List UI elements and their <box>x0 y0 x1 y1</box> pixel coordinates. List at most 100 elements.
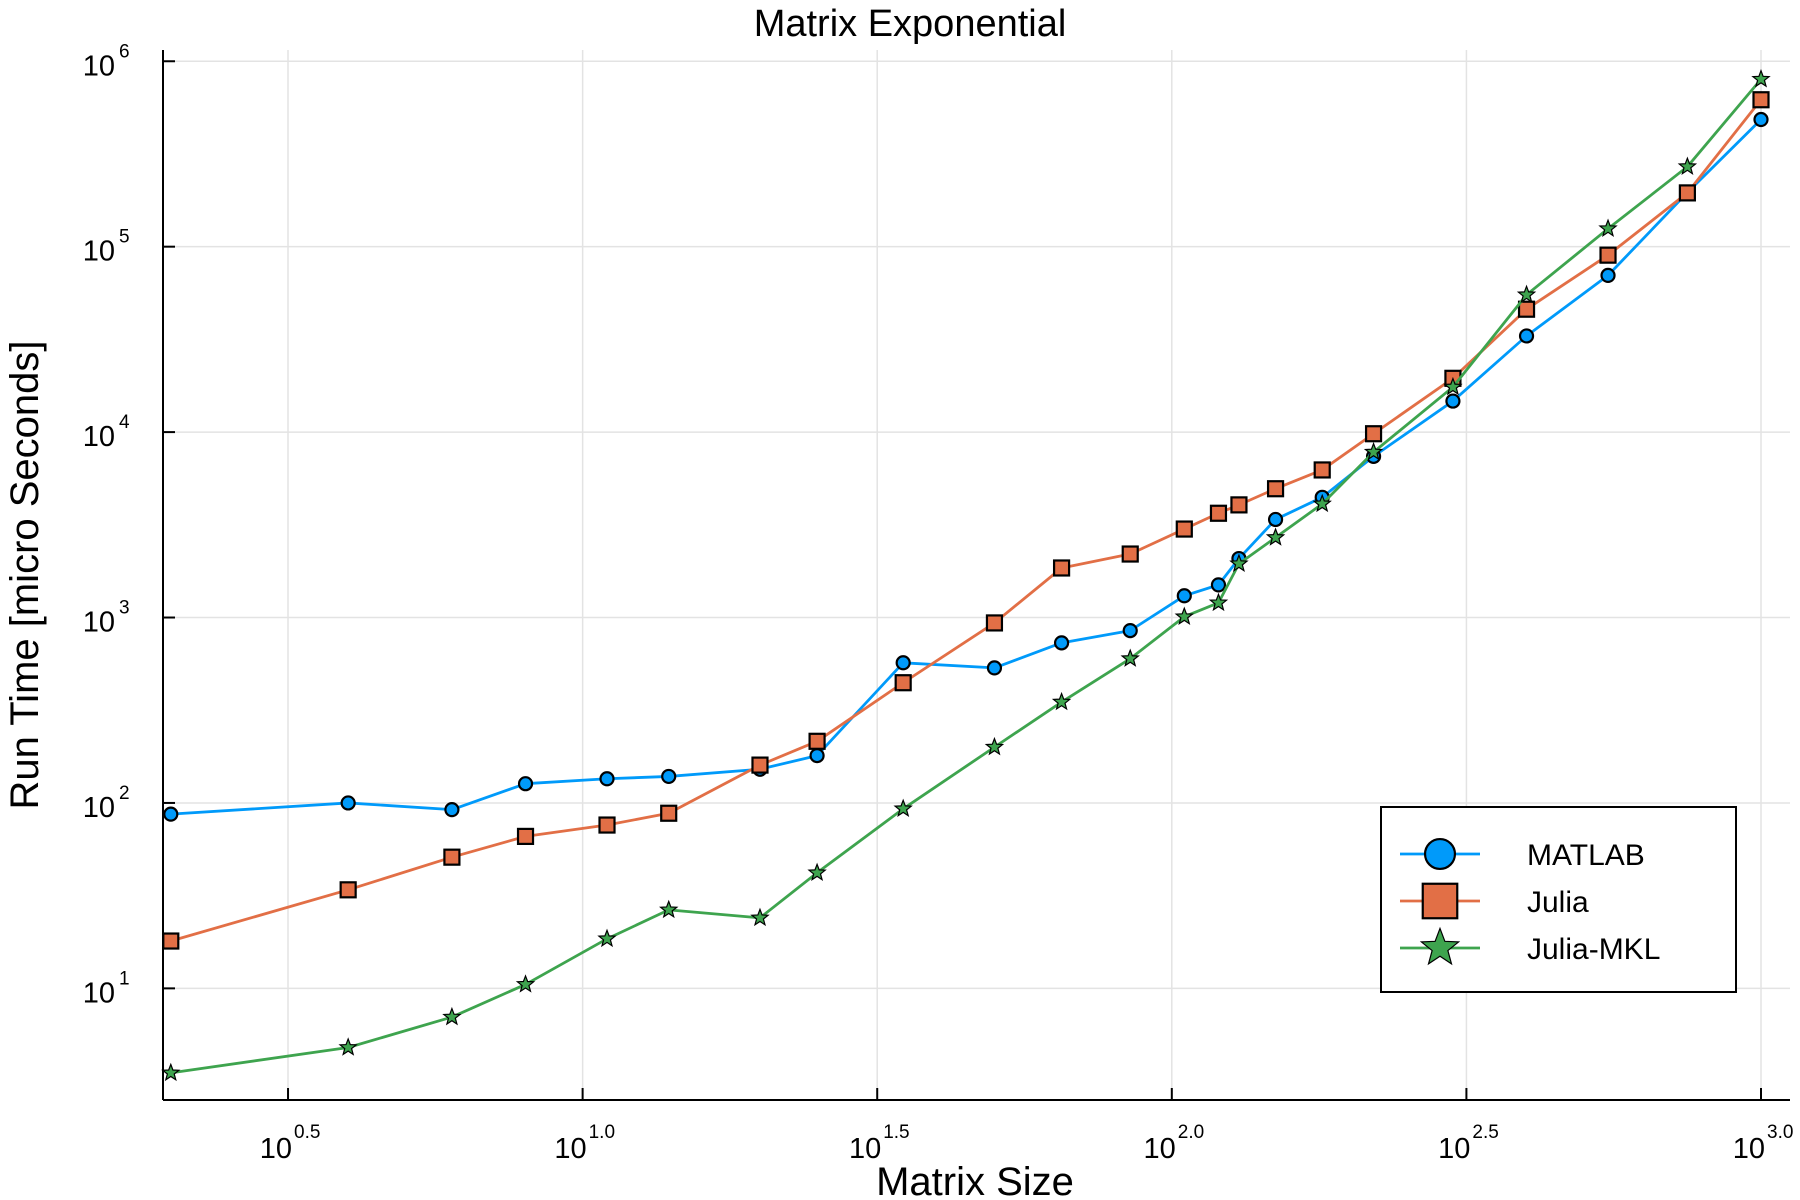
x-tick-label: 10 <box>849 1133 881 1165</box>
data-point <box>660 804 678 822</box>
data-point <box>1120 648 1140 667</box>
y-tick-label: 10 <box>83 607 115 639</box>
x-tick-label: 10 <box>1438 1133 1470 1165</box>
data-point <box>1051 691 1072 711</box>
x-tick-exponent: 3.0 <box>1767 1122 1793 1143</box>
data-point <box>1445 393 1461 409</box>
legend-label: MATLAB <box>1527 839 1645 872</box>
data-point <box>809 748 825 764</box>
y-tick-exponent: 1 <box>119 968 130 989</box>
data-point <box>442 1006 462 1026</box>
series-layer <box>161 69 1771 1082</box>
y-tick-label: 10 <box>83 421 115 453</box>
data-point <box>598 816 616 834</box>
data-point <box>1517 300 1536 318</box>
data-point <box>338 1037 358 1056</box>
data-point <box>1053 635 1070 651</box>
data-point <box>597 928 617 948</box>
legend-item: Julia-MKL <box>1400 926 1660 966</box>
data-point <box>1266 480 1285 498</box>
legend-marker <box>1419 926 1461 966</box>
data-point <box>984 736 1005 756</box>
data-point <box>986 660 1003 676</box>
data-point <box>751 756 769 774</box>
data-point <box>515 974 536 993</box>
data-point <box>1267 511 1284 528</box>
data-point <box>1518 328 1535 344</box>
data-point <box>1230 496 1248 514</box>
data-point <box>1208 592 1229 612</box>
data-point <box>1210 577 1227 593</box>
data-point <box>895 655 911 671</box>
data-point <box>1229 553 1249 572</box>
y-tick-label: 10 <box>83 792 115 824</box>
data-point <box>893 798 913 818</box>
data-point <box>1312 493 1332 513</box>
x-tick-exponent: 2.0 <box>1178 1122 1204 1143</box>
data-point <box>1753 111 1769 128</box>
data-point <box>1599 246 1617 264</box>
data-point <box>162 932 180 950</box>
data-point <box>1678 184 1696 202</box>
data-point <box>1598 218 1618 237</box>
data-point <box>516 827 535 846</box>
grid <box>163 50 1790 1100</box>
data-point <box>894 674 912 692</box>
series-line <box>170 118 1762 816</box>
x-tick-exponent: 2.5 <box>1472 1122 1498 1143</box>
data-point <box>444 802 460 818</box>
x-tick-label: 10 <box>1733 1133 1765 1165</box>
data-point <box>1313 461 1331 479</box>
series-julia-mkl <box>161 69 1771 1082</box>
data-point <box>1364 425 1383 443</box>
legend: MATLAB Julia Julia-MKL <box>1380 806 1737 993</box>
data-point <box>443 848 461 866</box>
data-point <box>808 732 826 750</box>
x-axis-label: Matrix Size <box>876 1160 1074 1200</box>
legend-label: Julia-MKL <box>1527 933 1660 966</box>
data-point <box>1443 376 1463 396</box>
data-point <box>807 862 827 882</box>
legend-label: Julia <box>1527 886 1589 919</box>
y-tick-exponent: 4 <box>119 412 130 433</box>
data-point <box>1175 520 1193 538</box>
data-point <box>161 1062 181 1082</box>
legend-item: MATLAB <box>1400 837 1645 872</box>
x-tick-exponent: 0.5 <box>294 1122 320 1143</box>
y-tick-exponent: 3 <box>119 598 130 619</box>
data-point <box>1363 441 1384 461</box>
data-point <box>339 881 357 899</box>
data-point <box>517 776 534 792</box>
data-point <box>659 899 679 919</box>
y-tick-exponent: 6 <box>119 41 130 62</box>
data-point <box>163 806 179 822</box>
data-point <box>1516 284 1537 304</box>
data-point <box>1677 156 1698 175</box>
data-point <box>661 768 677 785</box>
data-point <box>1176 588 1192 604</box>
y-tick-exponent: 5 <box>119 227 130 248</box>
x-tick-exponent: 1.5 <box>883 1122 909 1143</box>
data-point <box>750 907 770 927</box>
data-point <box>1174 606 1194 625</box>
y-axis-label: Run Time [micro Seconds] <box>3 340 47 809</box>
y-tick-label: 10 <box>83 236 115 268</box>
data-point <box>1052 559 1071 577</box>
x-tick-label: 10 <box>1144 1133 1176 1165</box>
data-point <box>1752 91 1770 109</box>
chart-title: Matrix Exponential <box>754 3 1067 45</box>
x-tick-label: 10 <box>260 1133 292 1165</box>
y-tick-label: 10 <box>83 50 115 82</box>
x-tick-exponent: 1.0 <box>589 1122 615 1143</box>
data-point <box>1121 545 1139 563</box>
data-point <box>1209 504 1228 522</box>
data-point <box>1122 623 1138 639</box>
data-point <box>1751 69 1771 88</box>
data-point <box>340 795 356 811</box>
legend-marker <box>1423 837 1457 871</box>
series-matlab <box>163 111 1769 822</box>
x-tick-label: 10 <box>554 1133 586 1165</box>
